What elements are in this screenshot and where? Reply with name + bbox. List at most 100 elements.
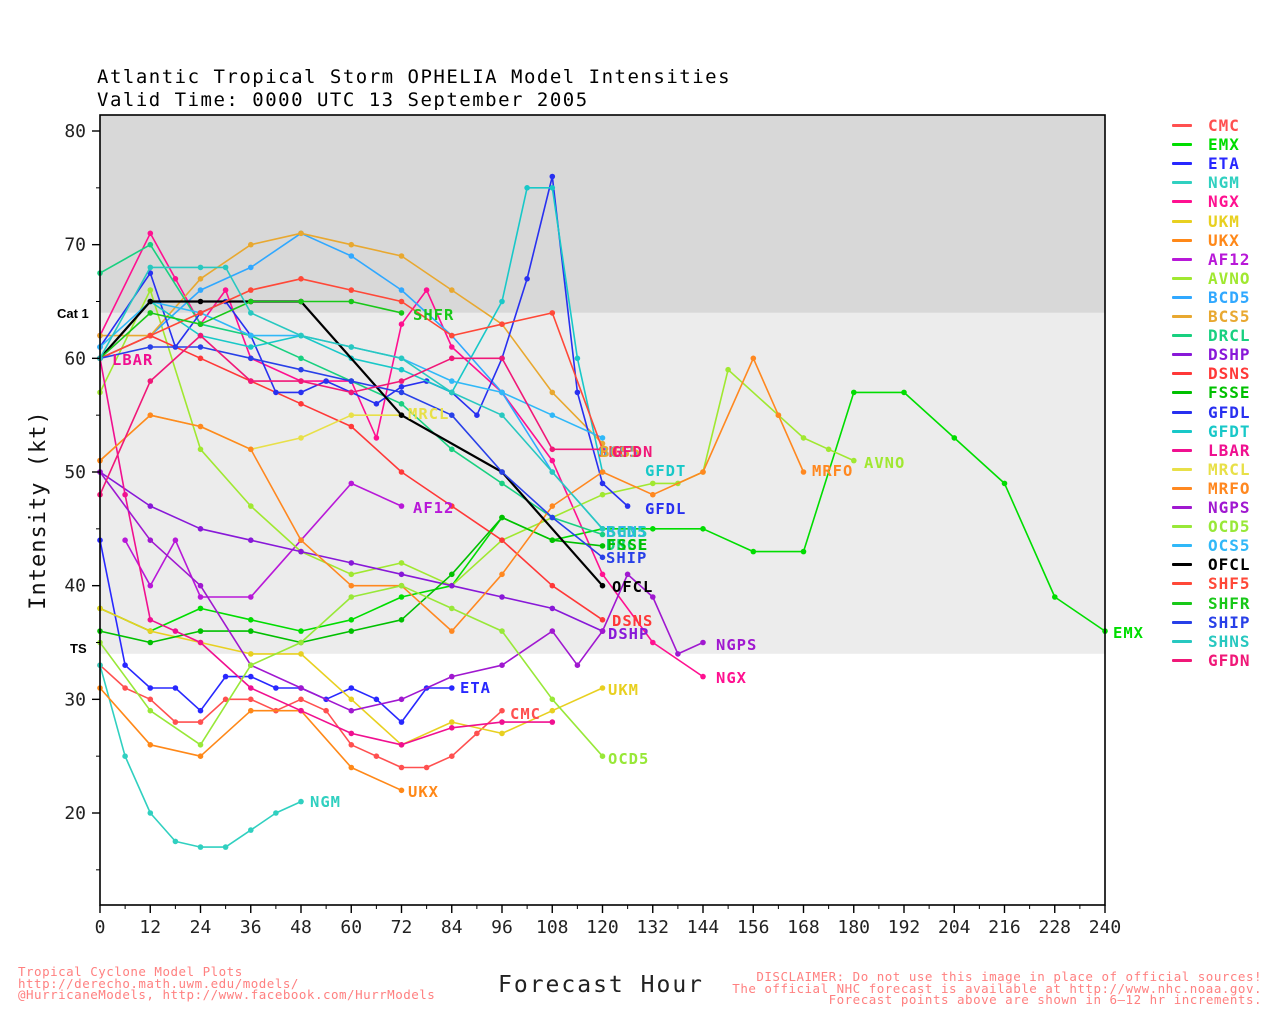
- series-point-ocd5: [348, 594, 355, 600]
- series-point-af12: [197, 594, 204, 600]
- series-point-mrfo: [248, 446, 254, 453]
- series-point-eta: [373, 696, 380, 703]
- series-point-avno: [599, 491, 606, 498]
- series-point-shfr: [348, 298, 355, 305]
- series-point-shf5: [348, 287, 355, 293]
- legend-label-cmc: CMC: [1208, 116, 1240, 135]
- series-point-ngm: [172, 838, 179, 845]
- series-point-ship: [549, 514, 556, 521]
- series-point-shf5: [298, 276, 304, 282]
- series-point-drcl: [298, 355, 304, 362]
- series-point-ukx: [398, 787, 405, 794]
- series-point-ngx: [700, 673, 706, 680]
- plot-label-eta: ETA: [460, 679, 491, 697]
- series-point-bcs5: [298, 230, 304, 237]
- legend-dash-bcd5: [1172, 295, 1192, 299]
- series-point-dshp: [398, 571, 405, 578]
- series-point-ngx: [222, 287, 229, 293]
- series-point-cmc: [348, 742, 355, 748]
- series-point-ocd5: [499, 628, 505, 634]
- series-point-drcl: [499, 480, 505, 487]
- legend-label-gfdn: GFDN: [1208, 650, 1251, 670]
- series-line-lbar: [99, 358, 553, 746]
- series-point-cmc: [147, 696, 154, 703]
- chart-title: Atlantic Tropical Storm OPHELIA Model In…: [97, 66, 731, 112]
- series-point-fsse: [599, 543, 606, 549]
- series-point-lbar: [298, 707, 304, 714]
- legend-dash-eta: [1172, 162, 1192, 166]
- series-point-ngm: [197, 844, 204, 850]
- series-point-eta: [348, 685, 355, 691]
- y-tick-label: 60: [64, 348, 86, 369]
- legend-dash-shf5: [1172, 582, 1192, 586]
- series-point-mrfo: [800, 469, 807, 475]
- series-point-ngm: [248, 827, 254, 833]
- series-point-lbar: [398, 742, 405, 748]
- series-point-ngps: [700, 639, 706, 646]
- series-point-af12: [147, 582, 154, 589]
- plot-label-mrcl: MRCL: [408, 405, 449, 423]
- series-point-cmc: [197, 719, 204, 725]
- x-tick-label: 48: [290, 917, 312, 938]
- series-point-avno: [800, 435, 807, 441]
- series-point-ship: [147, 344, 154, 350]
- series-point-drcl: [147, 241, 154, 248]
- plot-label-drcl: DRCL: [606, 536, 647, 554]
- plot-label-gfdn: GFDN: [612, 443, 653, 461]
- series-point-lbar: [348, 730, 355, 737]
- legend-label-ngm: NGM: [1208, 173, 1240, 193]
- y-tick-label: 70: [64, 235, 86, 256]
- series-point-dsns: [348, 423, 355, 430]
- series-point-bcd5: [197, 287, 204, 293]
- plot-label-shf5: SHF5: [598, 443, 639, 461]
- series-point-lbar: [122, 491, 128, 498]
- series-point-ship: [449, 412, 455, 419]
- series-point-dsns: [449, 503, 455, 509]
- series-point-bcd5: [348, 253, 355, 259]
- legend-label-shns: SHNS: [1208, 631, 1251, 651]
- series-point-ship: [197, 344, 204, 350]
- series-point-gfdl: [549, 173, 556, 180]
- legend-dash-mrfo: [1172, 486, 1192, 490]
- series-point-ngps: [298, 685, 304, 691]
- legend-dash-ngm: [1172, 181, 1192, 185]
- legend-label-gfdt: GFDT: [1208, 421, 1251, 441]
- legend-dash-dshp: [1172, 353, 1192, 357]
- legend-label-bcs5: BCS5: [1208, 307, 1251, 326]
- series-point-gfdt: [549, 185, 556, 191]
- series-point-ngm: [147, 810, 154, 816]
- series-point-eta: [222, 673, 229, 680]
- series-point-gfdl: [298, 389, 304, 396]
- series-point-gfdl: [624, 503, 631, 509]
- series-point-avno: [825, 446, 832, 453]
- series-point-shf5: [499, 321, 505, 328]
- series-point-emx: [951, 435, 958, 441]
- series-point-dsns: [549, 582, 556, 589]
- legend-dash-fsse: [1172, 391, 1192, 395]
- series-point-bcs5: [348, 241, 355, 248]
- series-point-gfdl: [373, 401, 380, 407]
- plot-label-fsse: FSSE: [607, 536, 648, 554]
- x-tick-label: 240: [1089, 917, 1122, 938]
- footer-credits: Tropical Cyclone Model Plots http://derec…: [18, 965, 435, 1001]
- series-point-dsns: [499, 537, 505, 543]
- series-point-shf5: [197, 310, 204, 316]
- series-line-ngps: [99, 471, 704, 712]
- series-point-cmc: [449, 753, 455, 759]
- series-point-gfdl: [398, 384, 405, 390]
- series-point-gfdt: [524, 185, 530, 191]
- series-point-ocs5: [248, 332, 254, 339]
- legend-label-avno: AVNO: [1208, 268, 1251, 288]
- series-point-ukm: [348, 696, 355, 703]
- series-point-dsns: [599, 617, 606, 623]
- series-point-eta: [398, 719, 405, 725]
- series-point-ngm: [273, 810, 279, 816]
- series-point-shf5: [549, 310, 556, 316]
- series-point-ngps: [549, 628, 556, 634]
- series-point-mrfo: [775, 412, 782, 419]
- series-point-emx: [901, 389, 907, 396]
- y-axis-title: Intensity (kt): [26, 410, 51, 610]
- series-point-ocd5: [197, 742, 204, 748]
- legend-label-ship: SHIP: [1208, 612, 1251, 632]
